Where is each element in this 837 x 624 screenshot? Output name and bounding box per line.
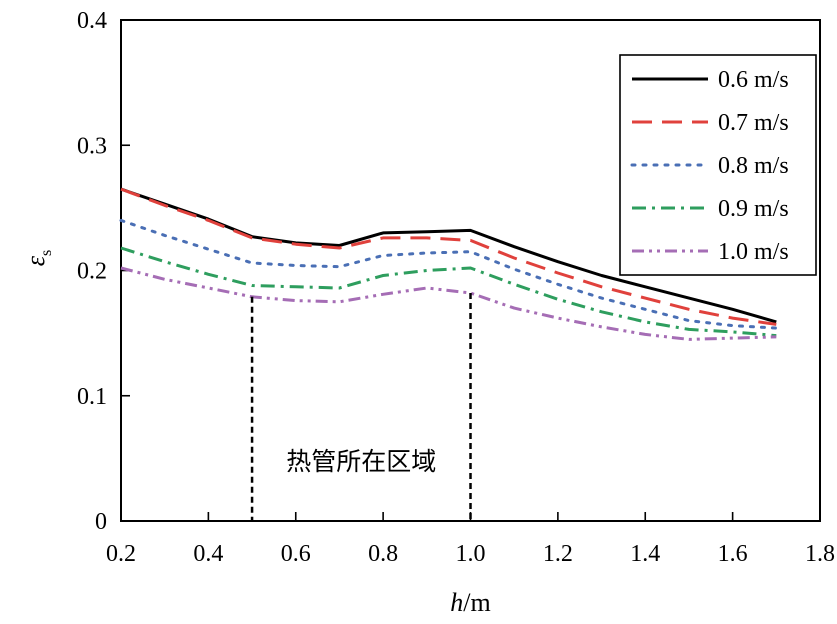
x-tick-label: 1.2 xyxy=(543,541,573,567)
legend-label: 0.7 m/s xyxy=(718,110,789,136)
series-layer xyxy=(119,187,778,341)
y-axis-label: εs xyxy=(21,250,55,266)
series-line-4 xyxy=(120,246,777,338)
x-tick-label: 1.4 xyxy=(630,541,660,567)
axis-labels: h/m εs xyxy=(21,250,491,617)
legend: 0.6 m/s 0.7 m/s 0.8 m/s 0.9 m/s 1.0 m/s xyxy=(619,54,817,276)
x-tick-label: 1.0 xyxy=(456,541,486,567)
y-tick-label: 0.2 xyxy=(77,259,107,285)
region-annotation: 热管所在区域 xyxy=(286,447,436,476)
series-line-5 xyxy=(120,266,777,341)
x-tick-label: 0.8 xyxy=(368,541,398,567)
axes: 0.2 0.4 0.6 0.8 1.0 1.2 1.4 1.6 1.8 0 0.1 0.2 0.3 0.4 xyxy=(77,8,835,567)
x-tick-label: 0.4 xyxy=(193,541,223,567)
series-line-3 xyxy=(119,218,778,330)
annotation-layer: 热管所在区域 xyxy=(250,293,472,521)
y-tick-label: 0 xyxy=(95,509,107,535)
x-tick-label: 0.6 xyxy=(281,541,311,567)
x-tick-label: 1.6 xyxy=(718,541,748,567)
legend-label: 1.0 m/s xyxy=(718,239,789,265)
y-tick-label: 0.1 xyxy=(77,384,107,410)
series-line-2 xyxy=(120,187,777,326)
y-tick-label: 0.4 xyxy=(77,8,107,34)
x-axis-label: h/m xyxy=(450,588,490,617)
series-line-1 xyxy=(120,187,777,324)
legend-label: 0.6 m/s xyxy=(718,67,789,93)
legend-label: 0.8 m/s xyxy=(718,153,789,179)
x-tick-label: 1.8 xyxy=(805,541,835,567)
legend-label: 0.9 m/s xyxy=(718,196,789,222)
x-tick-label: 0.2 xyxy=(106,541,136,567)
y-tick-label: 0.3 xyxy=(77,133,107,159)
